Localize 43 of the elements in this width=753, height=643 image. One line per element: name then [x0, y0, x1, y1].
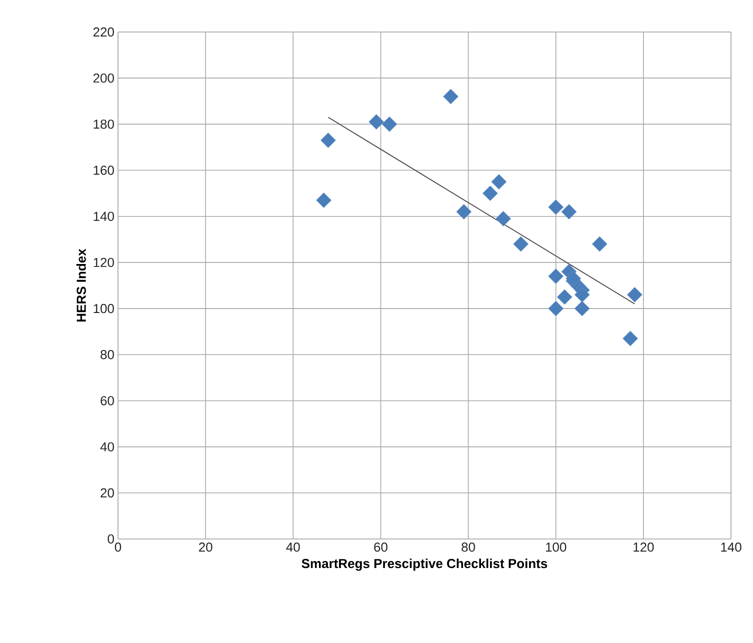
point: [548, 268, 564, 284]
point: [513, 236, 529, 252]
x-tick-label: 0: [114, 542, 122, 552]
y-tick-label: 220: [93, 27, 114, 37]
y-tick-label: 60: [100, 396, 114, 406]
point: [574, 300, 590, 316]
y-tick-label: 120: [94, 258, 114, 268]
y-tick-label: 0: [108, 534, 114, 544]
point: [548, 300, 564, 316]
x-tick-label: 100: [546, 542, 566, 552]
y-tick-label: 80: [100, 350, 114, 360]
point: [456, 204, 472, 220]
y-tick-label: 140: [94, 212, 114, 221]
y-axis-title: HERS Index: [76, 248, 86, 322]
point: [316, 192, 332, 208]
point: [561, 204, 577, 220]
point: [548, 199, 564, 215]
point: [320, 132, 336, 148]
point: [482, 186, 498, 202]
y-tick-label: 180: [94, 120, 114, 129]
y-tick-label: 200: [93, 73, 114, 83]
x-tick-label: 60: [374, 542, 388, 552]
point: [626, 287, 642, 302]
point: [491, 174, 507, 190]
y-tick-label: 100: [94, 304, 114, 314]
point: [496, 210, 512, 226]
y-tick-label: 160: [94, 166, 114, 175]
y-tick-label: 40: [100, 442, 114, 452]
x-tick-label: 80: [462, 542, 476, 552]
point: [382, 116, 398, 132]
point: [556, 289, 572, 305]
point: [592, 236, 608, 252]
x-tick-label: 40: [286, 542, 300, 552]
y-tick-label: 20: [100, 488, 114, 498]
x-tick-label: 140: [721, 542, 742, 552]
point: [443, 88, 458, 104]
point: [368, 114, 384, 130]
point: [622, 330, 638, 346]
x-tick-label: 120: [634, 542, 654, 552]
point: [574, 287, 590, 302]
point: [566, 270, 582, 286]
x-axis-title: SmartRegs Presciptive Checklist Points: [302, 558, 548, 571]
x-tick-label: 20: [199, 542, 212, 552]
